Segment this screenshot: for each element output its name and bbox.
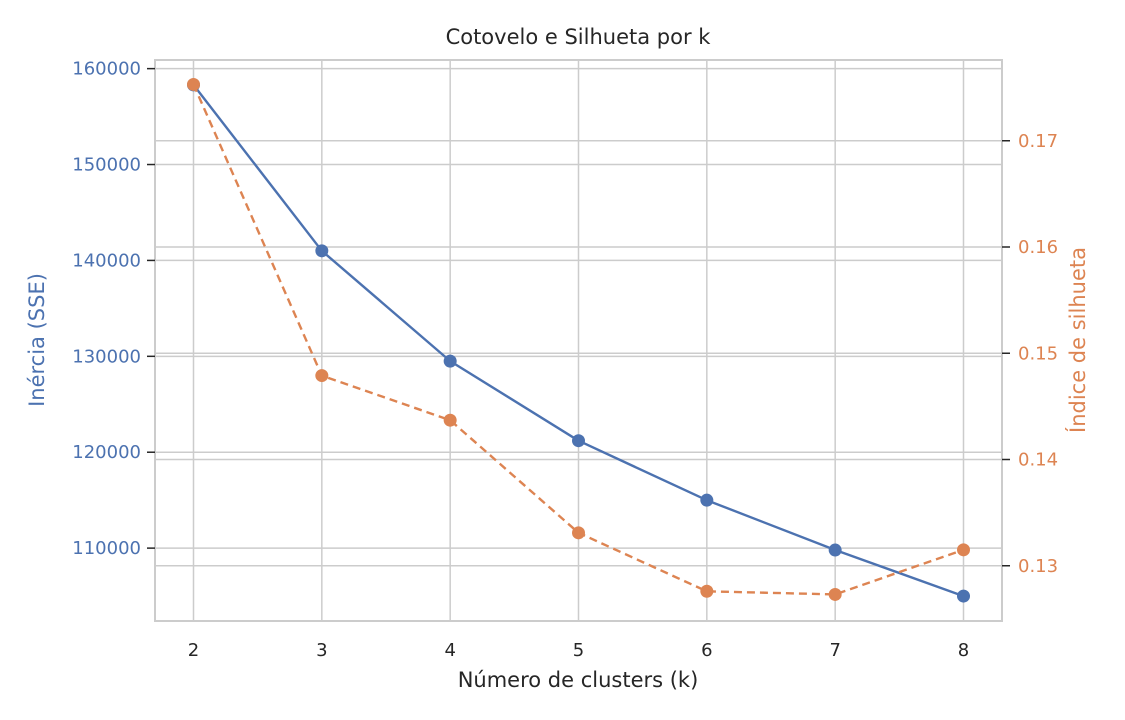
plot-border [154, 59, 1003, 622]
x-tick-label: 5 [573, 640, 584, 661]
silhouette-point [315, 369, 329, 383]
silhouette-point [828, 587, 842, 601]
silhouette-point [187, 77, 200, 91]
y-right-tick-label: 0.17 [1018, 131, 1058, 152]
x-tick-label: 8 [958, 640, 969, 661]
y-right-tick-label: 0.13 [1018, 556, 1058, 577]
y-axis-left-label: Inércia (SSE) [25, 273, 49, 407]
x-tick-label: 2 [188, 640, 199, 661]
inertia-point [957, 589, 970, 603]
chart-title: Cotovelo e Silhueta por k [446, 25, 712, 49]
y-axis-right-label: Índice de silhueta [1065, 247, 1090, 433]
inertia-point [443, 354, 457, 368]
inertia-point [572, 434, 585, 448]
x-tick-label: 4 [444, 640, 455, 661]
x-axis-label: Número de clusters (k) [458, 668, 699, 692]
silhouette-point [572, 526, 585, 540]
inertia-point [828, 543, 842, 557]
x-tick-label: 7 [829, 640, 840, 661]
silhouette-point [443, 413, 457, 427]
y-left-tick-label: 130000 [72, 346, 141, 367]
x-tick-label: 6 [701, 640, 712, 661]
y-right-tick-label: 0.16 [1018, 237, 1058, 258]
y-left-tick-label: 140000 [72, 250, 141, 271]
plot-frame [154, 59, 1003, 622]
series-layer [187, 77, 970, 603]
grid-layer [155, 60, 1002, 621]
x-tick-label: 3 [316, 640, 327, 661]
silhouette-point [700, 584, 714, 598]
ticks-layer: 2 3 4 5 6 7 8 110000 120000 130000 140000 150000 160… [72, 59, 1058, 661]
y-left-tick-label: 110000 [72, 538, 141, 559]
y-right-tick-label: 0.14 [1018, 450, 1058, 471]
y-right-tick-label: 0.15 [1018, 343, 1058, 364]
y-left-tick-label: 150000 [72, 155, 141, 176]
inertia-point [700, 493, 714, 507]
y-left-tick-label: 120000 [72, 442, 141, 463]
silhouette-point [957, 543, 970, 557]
inertia-point [315, 244, 329, 258]
y-left-tick-label: 160000 [72, 59, 141, 80]
